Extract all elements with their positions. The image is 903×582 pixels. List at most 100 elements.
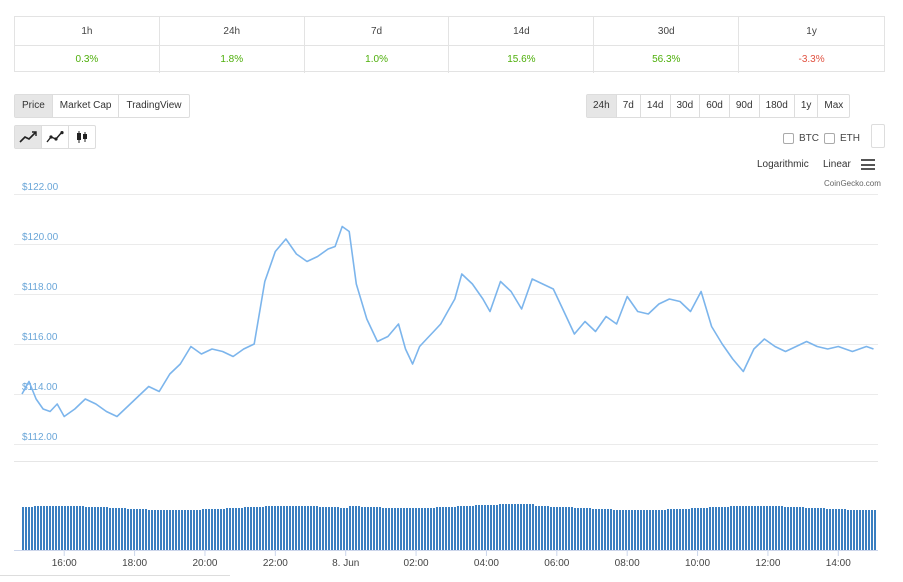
volume-bar [865,510,867,550]
volume-bar [313,506,315,550]
range-max[interactable]: Max [824,100,844,111]
linear-scale-button[interactable]: Linear [823,159,851,170]
volume-bar [679,509,681,550]
volume-bar [409,508,411,550]
volume-bar [52,506,54,550]
tab-tradingview[interactable]: TradingView [126,100,182,111]
volume-bar [355,506,357,550]
btc-label: BTC [799,133,819,144]
volume-bar [616,510,618,550]
volume-bar [349,506,351,550]
range-30d[interactable]: 30d [671,95,701,117]
candlestick-icon[interactable] [69,126,95,148]
tab-market-cap[interactable]: Market Cap [53,95,120,117]
volume-bar [703,508,705,550]
range-180d[interactable]: 180d [760,95,795,117]
volume-bar [262,507,264,550]
volume-bar [742,506,744,550]
volume-bar [403,508,405,550]
x-tick-label: 22:00 [263,558,288,569]
volume-bar [169,510,171,550]
volume-bar [376,507,378,550]
volume-bar [28,507,30,550]
volume-bar [760,506,762,550]
volume-bar [274,506,276,550]
volume-bar [181,510,183,550]
volume-bar [874,510,876,550]
range-1y[interactable]: 1y [795,95,819,117]
range-90d[interactable]: 90d [730,95,760,117]
volume-bar [115,508,117,550]
volume-bar [595,509,597,550]
logarithmic-scale-button[interactable]: Logarithmic [757,159,809,170]
hamburger-menu-icon[interactable] [861,159,875,171]
x-tick-label: 18:00 [122,558,147,569]
volume-bar [97,507,99,550]
volume-bar [193,510,195,550]
volume-bar [520,504,522,550]
range-60d[interactable]: 60d [700,95,730,117]
volume-bar [823,508,825,550]
price-line [21,225,874,418]
volume-bar [700,508,702,550]
perf-header-7d: 7d [304,17,450,46]
perf-header-30d: 30d [594,17,740,46]
range-7d[interactable]: 7d [617,95,641,117]
y-tick-label: $120.00 [22,232,59,243]
volume-bar [55,506,57,550]
perf-value-24h: 1.8% [160,46,305,73]
volume-bar [151,510,153,550]
volume-bar [58,506,60,550]
volume-bar [43,506,45,550]
x-tick-label: 20:00 [192,558,217,569]
x-tick-label: 12:00 [755,558,780,569]
x-tick-label: 16:00 [52,558,77,569]
range-14d[interactable]: 14d [641,95,671,117]
volume-bar [553,507,555,550]
volume-bar [367,507,369,550]
x-tick-label: 8. Jun [332,558,359,569]
volume-bar [265,506,267,550]
volume-bar [661,510,663,550]
volume-bar [544,506,546,550]
volume-bar [361,507,363,550]
volume-bar [547,506,549,550]
volume-bar [304,506,306,550]
eth-compare-checkbox[interactable]: ETH [824,133,860,144]
volume-bar [148,510,150,550]
volume-bar [130,509,132,550]
volume-bar [232,508,234,550]
volume-bar [394,508,396,550]
y-tick-label: $114.00 [22,382,58,393]
volume-bar [745,506,747,550]
volume-bar [82,506,84,550]
volume-bar [106,507,108,550]
volume-bar [442,507,444,550]
volume-bar [109,508,111,550]
volume-bar [439,507,441,550]
line-chart-icon[interactable] [15,126,42,148]
volume-bar [805,508,807,550]
volume-bar [583,508,585,550]
volume-bar [532,504,534,550]
perf-value-14d: 15.6% [449,46,595,73]
volume-bar [727,507,729,550]
volume-bar [34,506,36,550]
volume-bar [775,506,777,550]
volume-bar [502,504,504,550]
y-tick-label: $112.00 [22,432,58,443]
btc-compare-checkbox[interactable]: BTC [783,133,819,144]
tab-price[interactable]: Price [15,95,53,117]
volume-bar [298,506,300,550]
y-tick-label: $122.00 [22,182,59,193]
volume-bar [751,506,753,550]
volume-bar [220,509,222,550]
settings-toggle[interactable] [871,124,885,148]
range-24h[interactable]: 24h [587,95,617,117]
volume-bar [463,506,465,550]
volume-bar [673,509,675,550]
volume-bar [577,508,579,550]
volume-bar [604,509,606,550]
ohlc-line-icon[interactable] [42,126,69,148]
volume-bar [637,510,639,550]
